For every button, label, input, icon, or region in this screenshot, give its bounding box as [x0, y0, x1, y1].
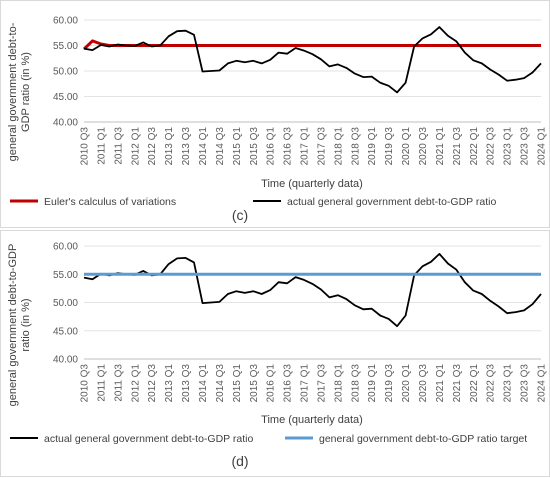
panel-c-x-tick-label: 2023 Q1 [503, 127, 514, 166]
panel-c-frame [0, 0, 550, 228]
panel-c-x-tick-label: 2018 Q3 [350, 127, 361, 166]
panel-c-x-tick-label: 2013 Q1 [164, 127, 175, 166]
panel-d-x-tick-label: 2023 Q1 [503, 364, 514, 403]
panel-d-x-tick-label: 2016 Q3 [283, 364, 294, 403]
panel-c-x-ticks: 2010 Q3 2011 Q1 2011 Q3 2012 Q1 2012 Q3 2013 … [80, 127, 548, 166]
panel-c-x-tick-label: 2024 Q1 [537, 127, 548, 166]
panel-d-x-tick-label: 2012 Q1 [130, 364, 141, 403]
panel-d: 40.00 45.00 50.00 55.00 60.00 2010 Q3 2011 Q1… [0, 230, 550, 477]
panel-d-legend-label-1: general government debt-to-GDP ratio tar… [319, 433, 527, 445]
panel-d-label: (d) [231, 453, 248, 469]
panel-c-y-tick-label: 50.00 [53, 67, 78, 78]
panel-c-y-tick-label: 45.00 [53, 92, 78, 103]
panel-d-x-tick-label: 2023 Q3 [520, 364, 531, 403]
panel-c-x-tick-label: 2014 Q3 [215, 127, 226, 166]
panel-d-x-tick-label: 2014 Q3 [215, 364, 226, 403]
panel-c-x-tick-label: 2018 Q1 [333, 127, 344, 166]
panel-d-x-tick-label: 2018 Q1 [333, 364, 344, 403]
panel-c-legend-label-1: actual general government debt-to-GDP ra… [287, 196, 496, 208]
panel-c-x-tick-label: 2019 Q3 [384, 127, 395, 166]
panel-c-x-tick-label: 2014 Q1 [198, 127, 209, 166]
panel-d-x-tick-label: 2020 Q1 [401, 364, 412, 403]
panel-c-x-tick-label: 2023 Q3 [520, 127, 531, 166]
panel-d-x-tick-label: 2019 Q3 [384, 364, 395, 403]
panel-d-x-tick-label: 2020 Q3 [418, 364, 429, 403]
panel-d-x-ticks: 2010 Q3 2011 Q1 2011 Q3 2012 Q1 2012 Q3 2013 … [80, 364, 548, 403]
panel-d-x-tick-label: 2022 Q1 [469, 364, 480, 403]
panel-c-x-tick-label: 2016 Q1 [266, 127, 277, 166]
panel-c-x-tick-label: 2012 Q1 [130, 127, 141, 166]
panel-d-x-tick-label: 2013 Q3 [181, 364, 192, 403]
panel-c-x-tick-label: 2021 Q3 [452, 127, 463, 166]
panel-d-x-tick-label: 2017 Q3 [316, 364, 327, 403]
panel-c-series [82, 26, 542, 94]
panel-d-x-tick-label: 2015 Q1 [232, 364, 243, 403]
panel-c-x-tick-label: 2015 Q3 [249, 127, 260, 166]
panel-c-x-tick-label: 2011 Q1 [96, 127, 107, 165]
panel-d-x-tick-label: 2017 Q1 [300, 364, 311, 403]
panel-d-x-tick-label: 2016 Q1 [266, 364, 277, 403]
panel-d-y-axis-title-line1: general government debt-to-GDP [7, 244, 19, 407]
panel-d-x-tick-label: 2012 Q3 [147, 364, 158, 403]
panel-d-y-ticks: 40.00 45.00 50.00 55.00 60.00 [53, 242, 78, 366]
panel-c-x-tick-label: 2012 Q3 [147, 127, 158, 166]
panel-c-x-axis-title: Time (quarterly data) [261, 178, 363, 190]
panel-c-x-tick-label: 2011 Q3 [113, 127, 124, 165]
panel-d-x-tick-label: 2019 Q1 [367, 364, 378, 403]
panel-d-x-tick-label: 2014 Q1 [198, 364, 209, 403]
panel-c-gridlines [84, 19, 541, 123]
panel-c: 40.00 45.00 50.00 55.00 60.00 2010 Q3 2011 Q1… [0, 0, 550, 228]
panel-c-x-tick-label: 2022 Q1 [469, 127, 480, 166]
panel-d-x-tick-label: 2022 Q3 [486, 364, 497, 403]
panel-d-x-tick-label: 2010 Q3 [80, 364, 91, 403]
panel-d-legend-label-0: actual general government debt-to-GDP ra… [44, 433, 253, 445]
panel-d-y-tick-label: 55.00 [53, 270, 78, 281]
panel-c-x-tick-label: 2020 Q3 [418, 127, 429, 166]
panel-c-y-axis-title-line1: general government debt-to- [7, 22, 19, 161]
panel-d-gridlines [84, 245, 541, 360]
panel-d-x-tick-label: 2024 Q1 [537, 364, 548, 403]
panel-d-x-tick-label: 2011 Q1 [96, 364, 107, 402]
panel-c-x-tick-label: 2015 Q1 [232, 127, 243, 166]
panel-c-series-line-1 [83, 26, 542, 94]
panel-d-x-tick-label: 2013 Q1 [164, 364, 175, 403]
panel-c-x-tick-label: 2021 Q1 [435, 127, 446, 166]
panel-c-x-tick-label: 2017 Q1 [300, 127, 311, 166]
panel-c-series-line-0 [82, 39, 541, 51]
panel-c-y-axis-title-line2: GDP ratio (in %) [20, 52, 32, 132]
panel-d-x-tick-label: 2021 Q1 [435, 364, 446, 403]
panel-d-series [83, 252, 542, 328]
panel-c-legend-label-0: Euler's calculus of variations [44, 196, 176, 208]
panel-c-x-tick-label: 2020 Q1 [401, 127, 412, 166]
panel-d-y-tick-label: 60.00 [53, 242, 78, 253]
panel-c-y-tick-label: 60.00 [53, 16, 78, 27]
panel-c-x-tick-label: 2017 Q3 [316, 127, 327, 166]
panel-d-series-line-0 [83, 252, 542, 328]
panel-c-y-tick-label: 55.00 [53, 41, 78, 52]
panel-d-x-tick-label: 2021 Q3 [452, 364, 463, 403]
panel-c-x-tick-label: 2010 Q3 [80, 127, 91, 166]
panel-c-y-ticks: 40.00 45.00 50.00 55.00 60.00 [53, 16, 78, 129]
panel-c-x-tick-label: 2016 Q3 [283, 127, 294, 166]
panel-d-y-tick-label: 50.00 [53, 298, 78, 309]
panel-d-y-tick-label: 45.00 [53, 326, 78, 337]
panel-d-x-tick-label: 2011 Q3 [113, 364, 124, 402]
panel-c-x-tick-label: 2019 Q1 [367, 127, 378, 166]
panel-c-x-tick-label: 2022 Q3 [486, 127, 497, 166]
panel-d-x-tick-label: 2015 Q3 [249, 364, 260, 403]
panel-d-x-axis-title: Time (quarterly data) [261, 414, 363, 426]
panel-d-x-tick-label: 2018 Q3 [350, 364, 361, 403]
panel-d-y-axis-title-line2: ratio (in %) [20, 298, 32, 351]
panel-c-x-tick-label: 2013 Q3 [181, 127, 192, 166]
panel-c-label: (c) [232, 207, 248, 223]
panel-c-y-tick-label: 40.00 [53, 118, 78, 129]
panel-d-y-tick-label: 40.00 [53, 355, 78, 366]
